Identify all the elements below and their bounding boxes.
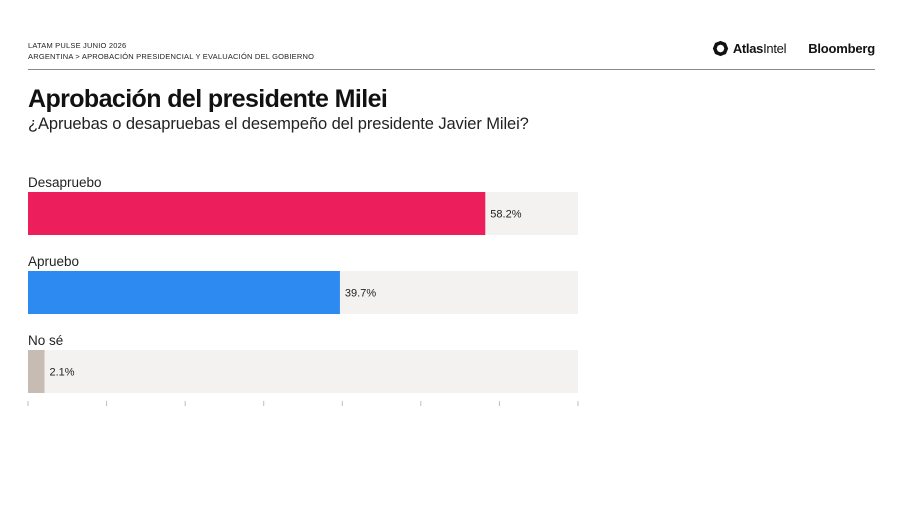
header-divider bbox=[28, 69, 875, 70]
bar bbox=[28, 271, 340, 314]
category-label: No sé bbox=[28, 333, 63, 348]
atlasintel-logo: AtlasIntel bbox=[712, 40, 786, 57]
bloomberg-logo: Bloomberg bbox=[808, 41, 875, 56]
breadcrumb: ARGENTINA > APROBACIÓN PRESIDENCIAL Y EV… bbox=[28, 52, 315, 61]
atlasintel-logo-icon bbox=[712, 40, 728, 57]
logos: AtlasIntel Bloomberg bbox=[712, 40, 875, 57]
bar bbox=[28, 350, 45, 393]
atlas-logo-text-bold: Atlas bbox=[732, 41, 764, 56]
value-label: 58.2% bbox=[490, 209, 521, 221]
bar-track bbox=[28, 350, 578, 393]
category-label: Apruebo bbox=[28, 254, 79, 269]
category-label: Desapruebo bbox=[28, 175, 102, 190]
atlas-logo-text-light: Intel bbox=[763, 41, 787, 56]
chart-title: Aprobación del presidente Milei bbox=[28, 85, 388, 113]
value-label: 2.1% bbox=[50, 367, 75, 379]
bar bbox=[28, 192, 486, 235]
value-label: 39.7% bbox=[345, 288, 376, 300]
survey-series: LATAM PULSE JUNIO 2026 bbox=[28, 41, 127, 50]
chart-subtitle: ¿Apruebas o desapruebas el desempeño del… bbox=[28, 115, 529, 133]
chart-header: LATAM PULSE JUNIO 2026 ARGENTINA > APROB… bbox=[28, 40, 875, 62]
